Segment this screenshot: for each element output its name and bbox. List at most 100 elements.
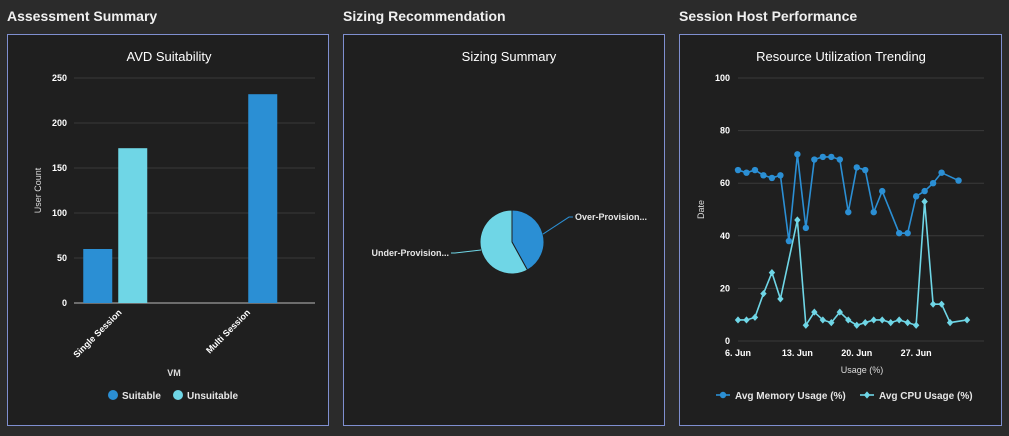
data-point — [794, 216, 801, 224]
y-tick-label: 60 — [720, 178, 730, 188]
data-point — [938, 300, 945, 308]
y-tick-label: 40 — [720, 231, 730, 241]
data-point — [870, 208, 877, 216]
chart-title: Sizing Summary — [462, 49, 557, 64]
avd-suitability-panel: AVD Suitability 0 50 100 150 200 250 User Count… — [7, 34, 329, 426]
data-point — [751, 166, 759, 174]
x-axis-title: Usage (%) — [841, 365, 884, 375]
slice-label: Under-Provision... — [371, 248, 449, 258]
data-point — [853, 321, 860, 329]
x-tick-label: Multi Session — [204, 307, 252, 355]
legend-marker — [863, 391, 871, 399]
chart-title: Resource Utilization Trending — [756, 49, 926, 64]
assessment-summary-title: Assessment Summary — [7, 8, 158, 24]
data-point — [912, 193, 920, 200]
chart-title: AVD Suitability — [126, 49, 212, 64]
legend-label: Avg Memory Usage (%) — [735, 391, 846, 402]
sizing-recommendation-title: Sizing Recommendation — [343, 8, 506, 24]
y-tick-label: 100 — [715, 73, 730, 83]
resource-utilization-panel: Resource Utilization Trending 0 20 40 60 80 10… — [679, 34, 1002, 426]
y-tick-label: 200 — [52, 118, 67, 128]
data-point — [768, 269, 776, 277]
data-point — [828, 318, 835, 327]
data-point — [862, 318, 869, 327]
data-point — [760, 290, 767, 298]
legend-marker — [719, 391, 727, 399]
series-line — [738, 201, 968, 328]
data-point — [785, 237, 793, 245]
data-point — [955, 177, 962, 184]
data-point — [938, 169, 945, 176]
data-point — [734, 166, 742, 174]
avd-suitability-chart[interactable]: AVD Suitability 0 50 100 150 200 250 User Count… — [8, 35, 330, 427]
data-point — [819, 316, 827, 324]
data-point — [904, 318, 911, 327]
y-tick-label: 50 — [57, 253, 67, 263]
data-point — [929, 180, 937, 187]
legend-label: Unsuitable — [187, 391, 239, 402]
data-point — [845, 208, 852, 216]
sizing-summary-panel: Sizing Summary Over-Provision... Under-Pro… — [343, 34, 665, 426]
data-point — [904, 229, 911, 237]
x-tick-label: 13. Jun — [782, 348, 813, 358]
data-point — [921, 198, 928, 206]
slice-connector — [451, 249, 482, 254]
data-point — [768, 174, 776, 182]
data-point — [836, 156, 843, 163]
slice-label: Over-Provision... — [575, 212, 647, 222]
bar-suitable — [83, 249, 113, 303]
bar-unsuitable — [118, 148, 148, 303]
series-line — [737, 154, 959, 242]
data-point — [929, 300, 937, 308]
data-point — [802, 224, 810, 232]
legend-marker — [108, 390, 118, 400]
y-tick-label: 0 — [725, 336, 730, 346]
data-point — [895, 316, 903, 324]
x-axis-title: VM — [167, 368, 181, 378]
sizing-summary-chart[interactable]: Sizing Summary Over-Provision... Under-Pro… — [344, 35, 666, 427]
data-point — [794, 151, 801, 158]
y-axis-title: User Count — [33, 167, 43, 213]
data-point — [921, 187, 928, 195]
slice-connector — [542, 216, 573, 235]
data-point — [879, 316, 886, 324]
data-point — [887, 318, 894, 327]
y-tick-label: 100 — [52, 208, 67, 218]
y-tick-label: 0 — [62, 298, 67, 308]
data-point — [743, 169, 750, 176]
data-point — [777, 172, 784, 179]
data-point — [802, 321, 810, 329]
x-tick-label: 20. Jun — [841, 348, 872, 358]
y-tick-label: 20 — [720, 283, 730, 293]
y-tick-label: 250 — [52, 73, 67, 83]
x-tick-label: Single Session — [71, 307, 123, 359]
x-tick-label: 27. Jun — [901, 348, 932, 358]
data-point — [853, 164, 860, 171]
pie-slice — [479, 209, 529, 275]
data-point — [912, 321, 920, 329]
y-tick-label: 80 — [720, 126, 730, 136]
data-point — [963, 316, 971, 324]
data-point — [862, 166, 869, 174]
resource-utilization-chart[interactable]: Resource Utilization Trending 0 20 40 60 80 10… — [680, 35, 1003, 427]
data-point — [828, 153, 835, 161]
data-point — [870, 316, 877, 324]
session-host-performance-title: Session Host Performance — [679, 8, 858, 24]
legend-label: Avg CPU Usage (%) — [879, 391, 973, 402]
x-tick-label: 6. Jun — [725, 348, 751, 358]
y-axis-title: Date — [696, 200, 706, 219]
data-point — [819, 153, 827, 161]
legend-label: Suitable — [122, 391, 161, 402]
y-tick-label: 150 — [52, 163, 67, 173]
data-point — [734, 316, 742, 324]
data-point — [946, 318, 954, 327]
data-point — [777, 295, 784, 303]
bar-suitable — [248, 94, 278, 303]
data-point — [743, 316, 750, 324]
data-point — [760, 172, 767, 179]
data-point — [895, 229, 903, 237]
data-point — [751, 313, 759, 321]
legend-marker — [173, 390, 183, 400]
data-point — [811, 156, 818, 163]
data-point — [879, 187, 886, 195]
